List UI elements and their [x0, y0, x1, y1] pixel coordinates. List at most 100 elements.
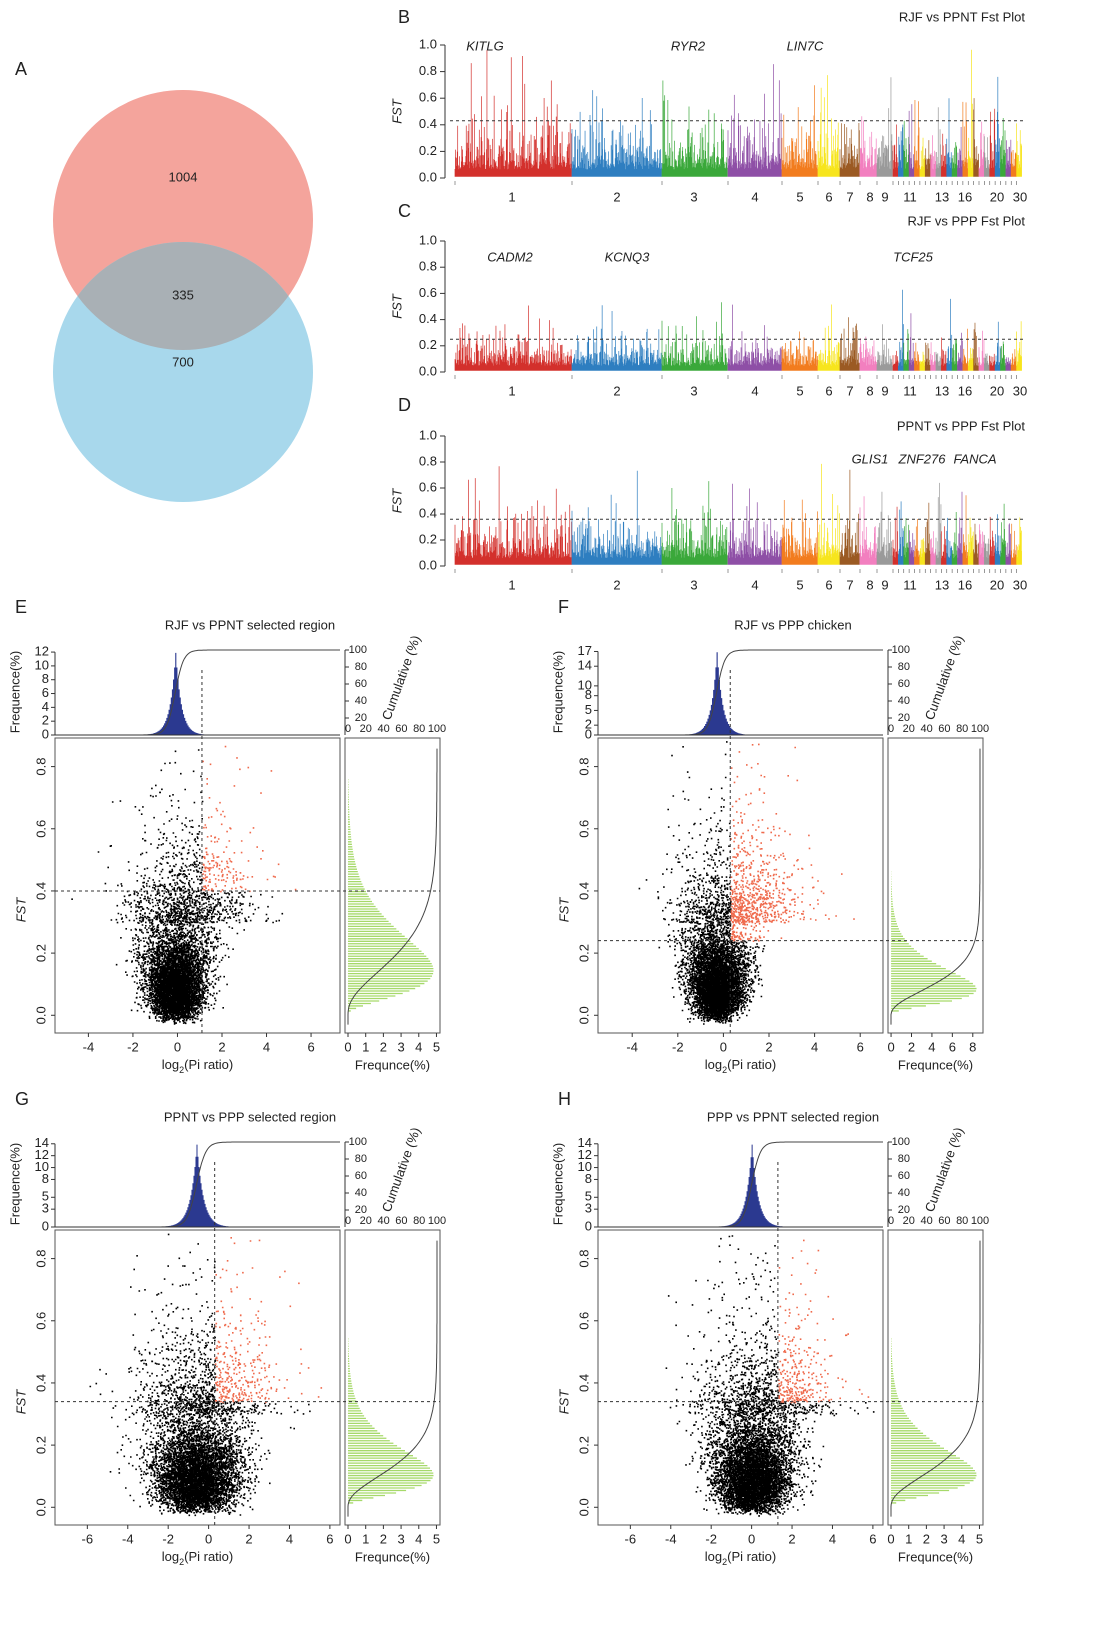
y-tick-label: 12 [35, 644, 49, 659]
x-tick-label: 80 [956, 1215, 968, 1227]
gene-label: KITLG [466, 38, 504, 53]
y-tick-label: 40 [898, 1187, 910, 1199]
y-tick-label: 14 [578, 658, 592, 673]
snp-cloud [962, 101, 969, 177]
y-tick-label: 0.8 [419, 453, 437, 468]
y-tick-label: 40 [898, 695, 910, 707]
point-cloud [638, 741, 766, 1025]
snp-cloud [919, 137, 926, 177]
snp-cloud [859, 116, 877, 177]
snp-cloud [817, 304, 840, 371]
y-tick-label: 100 [892, 644, 910, 656]
freq-bars [718, 1144, 786, 1227]
freq-bars [145, 652, 207, 735]
y-axis-label: Frequence(%) [550, 651, 565, 733]
y-tick-label: 8 [585, 687, 592, 702]
x-label-part: log [705, 1057, 722, 1072]
x-tick-label: 6 [307, 1039, 314, 1054]
x-tick-label: 8 [969, 1039, 976, 1054]
point-cloud [665, 1235, 875, 1517]
x-tick-label: 8 [866, 189, 873, 204]
snp-cloud [571, 90, 662, 177]
x-axis-label: Frequnce(%) [898, 1549, 973, 1564]
y-tick-label: 0 [42, 726, 49, 741]
x-tick-label: 9 [881, 189, 888, 204]
snp-cloud [941, 526, 947, 565]
x-tick-label: 4 [263, 1039, 270, 1054]
y-tick-label: 40 [355, 695, 367, 707]
x-label-sub: 2 [179, 1065, 184, 1075]
y-tick-label: 0.0 [419, 169, 437, 184]
y-tick-label: 0.2 [419, 531, 437, 546]
snp-cloud [839, 123, 860, 177]
freq-bars [891, 1338, 977, 1504]
y-tick-label: 0.6 [576, 820, 591, 838]
x-tick-label: 0 [720, 1039, 727, 1054]
cumulative-label: Cumulative (%) [922, 1125, 966, 1214]
x-tick-label: 1 [508, 189, 515, 204]
x-tick-label: 6 [869, 1531, 876, 1546]
x-tick-label: 4 [811, 1039, 818, 1054]
y-tick-label: 2 [42, 713, 49, 728]
x-tick-label: 16 [958, 189, 972, 204]
snp-cloud [781, 499, 818, 565]
plot-title: RJF vs PPP Fst Plot [907, 213, 1025, 228]
y-tick-label: 0.6 [419, 479, 437, 494]
y-tick-label: 20 [898, 1204, 910, 1216]
y-tick-label: 0.8 [33, 758, 48, 776]
snp-cloud [571, 305, 662, 371]
snp-cloud [1016, 321, 1022, 371]
snp-cloud [967, 517, 974, 565]
selected-points [202, 745, 297, 893]
x-tick-label: 20 [360, 723, 372, 735]
x-tick-label: -2 [705, 1531, 717, 1546]
x-tick-label: 4 [415, 1531, 422, 1546]
x-tick-label: 6 [825, 577, 832, 592]
x-tick-label: 1 [508, 577, 515, 592]
y-tick-label: 60 [355, 678, 367, 690]
x-tick-label: 0 [888, 723, 894, 735]
y-tick-label: 2 [585, 717, 592, 732]
x-tick-label: 1 [905, 1531, 912, 1546]
snp-cloud [914, 342, 920, 371]
snp-cloud [941, 133, 947, 177]
snp-cloud [898, 501, 904, 565]
y-tick-label: 40 [355, 1187, 367, 1199]
snp-cloud [978, 330, 985, 371]
y-axis-label: Frequence(%) [550, 1143, 565, 1225]
plot-frame [887, 737, 984, 1034]
y-tick-label: 10 [35, 1159, 49, 1174]
y-tick-label: 0 [585, 726, 592, 741]
x-tick-label: 20 [903, 723, 915, 735]
snp-cloud [994, 321, 1001, 371]
snp-cloud [973, 98, 979, 177]
y-tick-label: 12 [578, 1147, 592, 1162]
x-tick-label: 0 [345, 1215, 351, 1227]
y-tick-label: 0.2 [419, 337, 437, 352]
cumulative-curve [890, 748, 981, 1025]
snp-cloud [908, 104, 915, 177]
x-tick-label: 100 [428, 723, 446, 735]
x-tick-label: 0 [344, 1039, 351, 1054]
y-tick-label: 0.6 [33, 1312, 48, 1330]
y-tick-label: 80 [898, 1153, 910, 1165]
x-tick-label: 11 [903, 189, 917, 204]
snp-cloud [951, 339, 958, 371]
x-tick-label: 3 [690, 383, 697, 398]
gene-label: FANCA [953, 451, 996, 466]
x-tick-label: 100 [428, 1215, 446, 1227]
y-tick-label: 5 [42, 1189, 49, 1204]
x-tick-label: -4 [665, 1531, 677, 1546]
x-tick-label: 5 [796, 383, 803, 398]
snp-cloud [984, 535, 990, 565]
y-tick-label: 0.0 [33, 1006, 48, 1024]
plot-title: PPP vs PPNT selected region [707, 1109, 879, 1124]
x-tick-label: -4 [83, 1039, 95, 1054]
x-tick-label: 7 [846, 189, 853, 204]
y-axis-label: FST [556, 897, 571, 923]
y-tick-label: 10 [35, 657, 49, 672]
plot-title: RJF vs PPP chicken [734, 617, 852, 632]
cumulative-curve [598, 649, 883, 736]
x-tick-label: 2 [380, 1531, 387, 1546]
x-tick-label: 100 [971, 723, 989, 735]
